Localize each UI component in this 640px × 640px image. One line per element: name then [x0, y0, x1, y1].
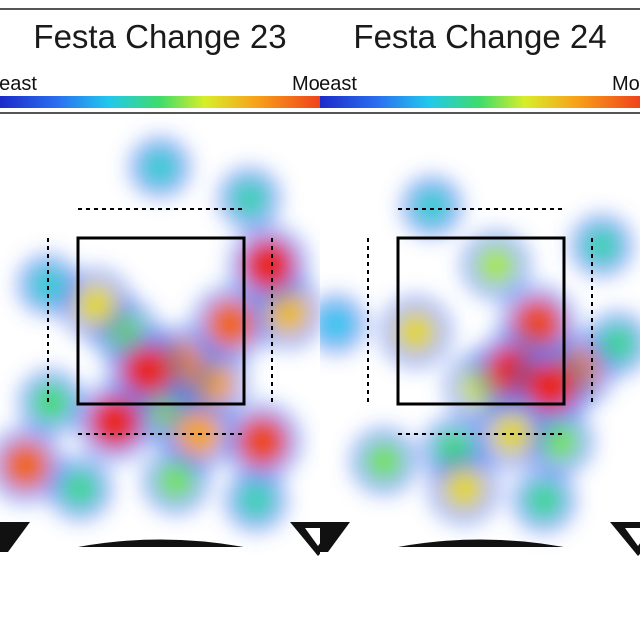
- home-plate: [78, 539, 244, 547]
- heatmap-hotspot: [321, 309, 351, 339]
- panel-title: Festa Change 23: [33, 18, 287, 55]
- strike-zone: [76, 236, 246, 406]
- heatmap-hotspot: [240, 484, 272, 516]
- panel-title: Festa Change 24: [353, 18, 607, 55]
- heatmap-hotspot: [526, 362, 575, 411]
- heatmap-density-layer: [0, 136, 320, 532]
- legend-high-label: Most: [612, 73, 640, 95]
- heatmap-hotspot: [366, 443, 402, 479]
- right-heatmap-panel: Festa Change 24 Least Most: [320, 0, 640, 640]
- heatmap-hotspot: [244, 241, 293, 290]
- heatmap-hotspot: [234, 182, 266, 215]
- heatmap-plot: [320, 175, 640, 556]
- heatmap-hotspot: [33, 269, 63, 300]
- heatmap-hotspot: [586, 230, 618, 262]
- legend-bottom-line: [0, 112, 640, 114]
- heatmap-hotspot: [34, 385, 69, 420]
- strike-zone: [396, 236, 566, 406]
- heatmap-hotspot: [239, 418, 286, 465]
- batter-box-right-inner: [305, 528, 320, 546]
- heatmap-plot: [0, 136, 320, 556]
- batter-box-right-inner: [625, 528, 640, 546]
- heatmap-hotspot: [444, 468, 484, 509]
- heatmap-hotspot: [396, 312, 436, 352]
- heatmap-hotspot: [207, 301, 253, 347]
- legend-high-label: Most: [292, 73, 320, 95]
- legend-low-label: Least: [0, 73, 37, 95]
- heatmap-density-layer: [320, 175, 640, 533]
- heatmap-hotspot: [417, 191, 447, 222]
- top-frame-line: [0, 8, 640, 10]
- heatmap-hotspot: [3, 442, 49, 488]
- heatmap-hotspot: [601, 327, 634, 360]
- batter-box-left: [0, 522, 30, 552]
- home-plate: [398, 539, 564, 547]
- legend-color-scale: [0, 96, 320, 108]
- legend-color-scale: [320, 96, 640, 108]
- heatmap-hotspot: [158, 463, 194, 499]
- heatmap-hotspot: [145, 152, 175, 183]
- heatmap-hotspot: [542, 423, 578, 460]
- heatmap-hotspot: [123, 347, 172, 396]
- left-heatmap-panel: Festa Change 23 Least Most: [0, 18, 320, 556]
- batter-box-left: [320, 522, 350, 552]
- heatmap-hotspot: [527, 484, 561, 517]
- heatmap-hotspot: [76, 284, 116, 325]
- heatmap-hotspot: [477, 246, 515, 284]
- heatmap-hotspot: [63, 472, 97, 505]
- legend-low-label: Least: [320, 73, 357, 95]
